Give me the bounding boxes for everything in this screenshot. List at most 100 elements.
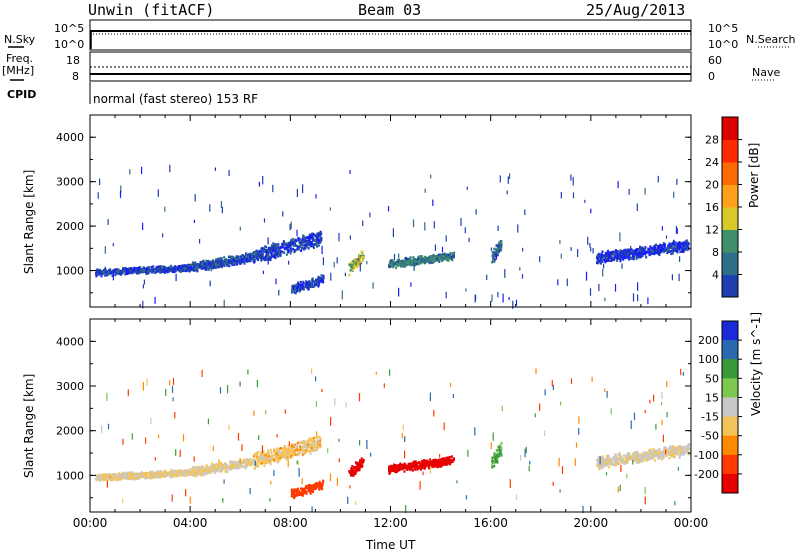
echo-cell [215, 463, 218, 466]
echo-cell [267, 246, 270, 250]
echo-cell [204, 268, 207, 271]
echo-cell [668, 250, 671, 253]
echo-cell [120, 185, 122, 193]
echo-cell [251, 254, 254, 257]
echo-cell [621, 251, 623, 254]
echo-cell [301, 448, 304, 452]
echo-cell [136, 477, 139, 480]
echo-cell [298, 287, 301, 291]
echo-cell [201, 465, 203, 468]
echo-cell [263, 218, 266, 223]
echo-cell [253, 453, 256, 456]
echo-cell [286, 458, 289, 461]
echo-cell [494, 458, 497, 461]
echo-cell [270, 251, 273, 255]
echo-cell [285, 253, 288, 256]
echo-cell [136, 272, 139, 275]
echo-cell [194, 473, 197, 476]
echo-cell [145, 472, 148, 475]
echo-cell [230, 258, 233, 262]
echo-cell [372, 282, 374, 289]
echo-cell [302, 491, 305, 494]
echo-cell [235, 255, 238, 258]
echo-cell [109, 479, 112, 482]
echo-cell [196, 267, 199, 270]
echo-cell [178, 265, 181, 268]
echo-cell [317, 435, 320, 439]
echo-cell [441, 457, 444, 461]
echo-cell [627, 256, 630, 260]
echo-cell [318, 483, 321, 486]
echo-cell [311, 488, 313, 492]
echo-cell [402, 466, 405, 470]
echo-cell [600, 255, 603, 258]
echo-cell [285, 450, 287, 454]
echo-cell [320, 236, 323, 239]
echo-cell [606, 257, 609, 261]
echo-cell [369, 212, 371, 218]
echo-cell [352, 474, 355, 477]
echo-cell [274, 253, 277, 257]
echo-cell [414, 264, 417, 267]
echo-cell [319, 437, 322, 441]
echo-cell [296, 189, 298, 197]
echo-cell [637, 294, 639, 302]
echo-cell [278, 458, 281, 462]
echo-cell [683, 248, 686, 252]
echo-cell [598, 254, 601, 257]
echo-cell [434, 244, 436, 252]
echo-cell [424, 222, 426, 231]
echo-cell [678, 273, 680, 282]
echo-cell [303, 238, 306, 242]
echo-cell [200, 473, 203, 477]
echo-cell [316, 282, 319, 285]
echo-cell [307, 243, 310, 246]
echo-cell [474, 294, 476, 303]
echo-cell [670, 245, 673, 248]
echo-cell [601, 257, 604, 260]
echo-cell [387, 206, 390, 212]
echo-cell [392, 228, 394, 238]
echo-cell [117, 474, 120, 477]
echo-cell [475, 209, 477, 215]
echo-cell [292, 452, 295, 455]
echo-cell [596, 254, 599, 257]
echo-cell [212, 263, 215, 266]
echo-cell [496, 252, 499, 255]
echo-cell [322, 274, 325, 278]
echo-cell [311, 437, 314, 440]
echo-cell [597, 252, 600, 256]
echo-cell [246, 464, 248, 467]
echo-cell [361, 259, 364, 262]
echo-cell [497, 245, 500, 248]
echo-cell [95, 274, 98, 278]
echo-cell [304, 487, 307, 490]
echo-cell [316, 232, 319, 236]
echo-cell [181, 267, 184, 270]
echo-cell [500, 452, 503, 456]
echo-cell [491, 258, 494, 261]
echo-cell [96, 272, 99, 275]
echo-cell [293, 244, 295, 247]
echo-cell [103, 271, 106, 274]
echo-cell [171, 270, 174, 273]
echo-cell [302, 287, 305, 290]
echo-cell [296, 289, 298, 293]
noise-left-tick-top: 10^5 [54, 22, 85, 35]
echo-cell [117, 268, 120, 271]
echo-cell [148, 267, 151, 271]
echo-cell [466, 186, 468, 190]
echo-cell [280, 454, 283, 458]
echo-cell [116, 476, 119, 480]
echo-cell [217, 263, 220, 267]
power-colorbar-segment [722, 252, 738, 275]
echo-cell [180, 473, 183, 477]
echo-cell [436, 462, 439, 465]
echo-cell [666, 249, 669, 253]
echo-cell [174, 265, 176, 268]
echo-cell [312, 449, 314, 452]
echo-cell [304, 244, 307, 248]
echo-cell [148, 266, 150, 269]
echo-cell [121, 476, 124, 479]
echo-cell [681, 446, 684, 450]
